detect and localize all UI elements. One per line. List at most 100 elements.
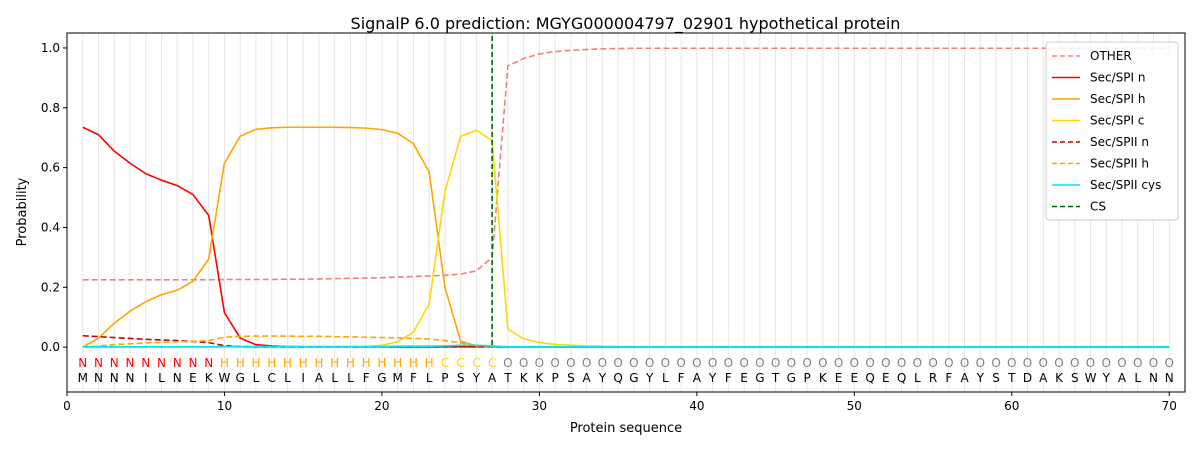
region-label: N bbox=[141, 356, 150, 370]
sequence-residue: M bbox=[78, 371, 88, 385]
region-label: O bbox=[1007, 356, 1016, 370]
sequence-residue: K bbox=[205, 371, 214, 385]
region-label: O bbox=[928, 356, 937, 370]
region-label: O bbox=[1117, 356, 1126, 370]
sequence-residue: L bbox=[253, 371, 260, 385]
region-label: C bbox=[488, 356, 496, 370]
sequence-residue: R bbox=[929, 371, 937, 385]
region-label: O bbox=[661, 356, 670, 370]
legend: OTHER Sec/SPI n Sec/SPI h Sec/SPI c Sec/SPII… bbox=[1045, 41, 1179, 221]
region-label: O bbox=[755, 356, 764, 370]
sequence-residue: P bbox=[803, 371, 810, 385]
sequence-residue: I bbox=[144, 371, 148, 385]
sequence-residue: L bbox=[914, 371, 921, 385]
sequence-residue: F bbox=[410, 371, 417, 385]
sequence-residue: Q bbox=[613, 371, 622, 385]
sequence-residue: A bbox=[960, 371, 969, 385]
x-axis-label: Protein sequence bbox=[570, 421, 682, 436]
region-label: O bbox=[818, 356, 827, 370]
y-axis-label: Probability bbox=[15, 177, 30, 246]
sequence-residue: S bbox=[1071, 371, 1079, 385]
x-tick-label: 60 bbox=[1004, 399, 1019, 413]
region-label: H bbox=[283, 356, 292, 370]
region-label: N bbox=[94, 356, 103, 370]
sequence-residue: N bbox=[173, 371, 182, 385]
region-label: O bbox=[645, 356, 654, 370]
sequence-residue: Y bbox=[708, 371, 717, 385]
sequence-residue: T bbox=[771, 371, 780, 385]
x-tick-label: 50 bbox=[847, 399, 862, 413]
region-label: C bbox=[441, 356, 449, 370]
region-label: O bbox=[708, 356, 717, 370]
sequence-residue: N bbox=[1149, 371, 1158, 385]
region-label: O bbox=[1165, 356, 1174, 370]
series-line-other bbox=[82, 47, 1170, 281]
region-label: O bbox=[550, 356, 559, 370]
series-line-sec-spii-h bbox=[82, 335, 1170, 348]
sequence-residue: K bbox=[1055, 371, 1064, 385]
region-label: O bbox=[1070, 356, 1079, 370]
sequence-residue: K bbox=[520, 371, 529, 385]
sequence-residue: P bbox=[441, 371, 448, 385]
region-label: O bbox=[850, 356, 859, 370]
region-label: H bbox=[251, 356, 260, 370]
series-line-sec-spi-c bbox=[82, 129, 1170, 348]
region-label: H bbox=[236, 356, 245, 370]
sequence-residue: Y bbox=[598, 371, 607, 385]
sequence-residue: T bbox=[503, 371, 512, 385]
region-label: O bbox=[676, 356, 685, 370]
sequence-residue: E bbox=[189, 371, 197, 385]
sequence-residue: Y bbox=[472, 371, 481, 385]
region-label: O bbox=[1086, 356, 1095, 370]
legend-label: OTHER bbox=[1090, 49, 1132, 63]
sequence-residue: L bbox=[284, 371, 291, 385]
sequence-residue: A bbox=[315, 371, 324, 385]
sequence-residue: M bbox=[392, 371, 402, 385]
sequence-residue: P bbox=[552, 371, 559, 385]
plot-frame bbox=[66, 32, 1186, 393]
sequence-residue: F bbox=[945, 371, 952, 385]
legend-label: Sec/SPI h bbox=[1090, 92, 1145, 106]
sequence-residue: G bbox=[236, 371, 245, 385]
region-label: O bbox=[991, 356, 1000, 370]
region-label: O bbox=[787, 356, 796, 370]
x-tick-label: 0 bbox=[63, 399, 71, 413]
x-tick-label: 20 bbox=[374, 399, 389, 413]
sequence-residue: Q bbox=[897, 371, 906, 385]
series-line-sec-spi-h bbox=[82, 126, 1170, 348]
sequence-residue: A bbox=[693, 371, 702, 385]
y-tick-label: 1.0 bbox=[41, 41, 60, 55]
region-label: N bbox=[188, 356, 197, 370]
region-label: O bbox=[865, 356, 874, 370]
sequence-residue: W bbox=[1085, 371, 1097, 385]
sequence-residue: S bbox=[992, 371, 1000, 385]
legend-label: Sec/SPII cys bbox=[1090, 178, 1161, 192]
region-label: O bbox=[566, 356, 575, 370]
region-label: O bbox=[503, 356, 512, 370]
region-label: O bbox=[834, 356, 843, 370]
x-tick-label: 10 bbox=[217, 399, 232, 413]
sequence-residue: G bbox=[787, 371, 796, 385]
axes-layer: 0 10 20 30 40 50 60 70 0.0 0.2 0.4 0.6 0.8 1.0 bbox=[41, 41, 1177, 413]
region-label: O bbox=[582, 356, 591, 370]
region-label: O bbox=[944, 356, 953, 370]
x-tick-label: 40 bbox=[689, 399, 704, 413]
legend-label: Sec/SPI c bbox=[1090, 114, 1144, 128]
sequence-residue: S bbox=[567, 371, 575, 385]
sequence-residue: A bbox=[1118, 371, 1127, 385]
series-line-sec-spi-n bbox=[82, 126, 1170, 348]
sequence-residue: E bbox=[851, 371, 859, 385]
region-label: O bbox=[881, 356, 890, 370]
sequence-residue: G bbox=[629, 371, 638, 385]
region-label: H bbox=[346, 356, 355, 370]
sequence-residue: N bbox=[1165, 371, 1174, 385]
sequence-residue: D bbox=[1023, 371, 1032, 385]
region-label: N bbox=[78, 356, 87, 370]
sequence-residue: G bbox=[377, 371, 386, 385]
region-label: O bbox=[913, 356, 922, 370]
sequence-residue: S bbox=[457, 371, 465, 385]
region-label: O bbox=[960, 356, 969, 370]
x-tick-label: 70 bbox=[1162, 399, 1177, 413]
legend-label: Sec/SPII h bbox=[1090, 157, 1149, 171]
